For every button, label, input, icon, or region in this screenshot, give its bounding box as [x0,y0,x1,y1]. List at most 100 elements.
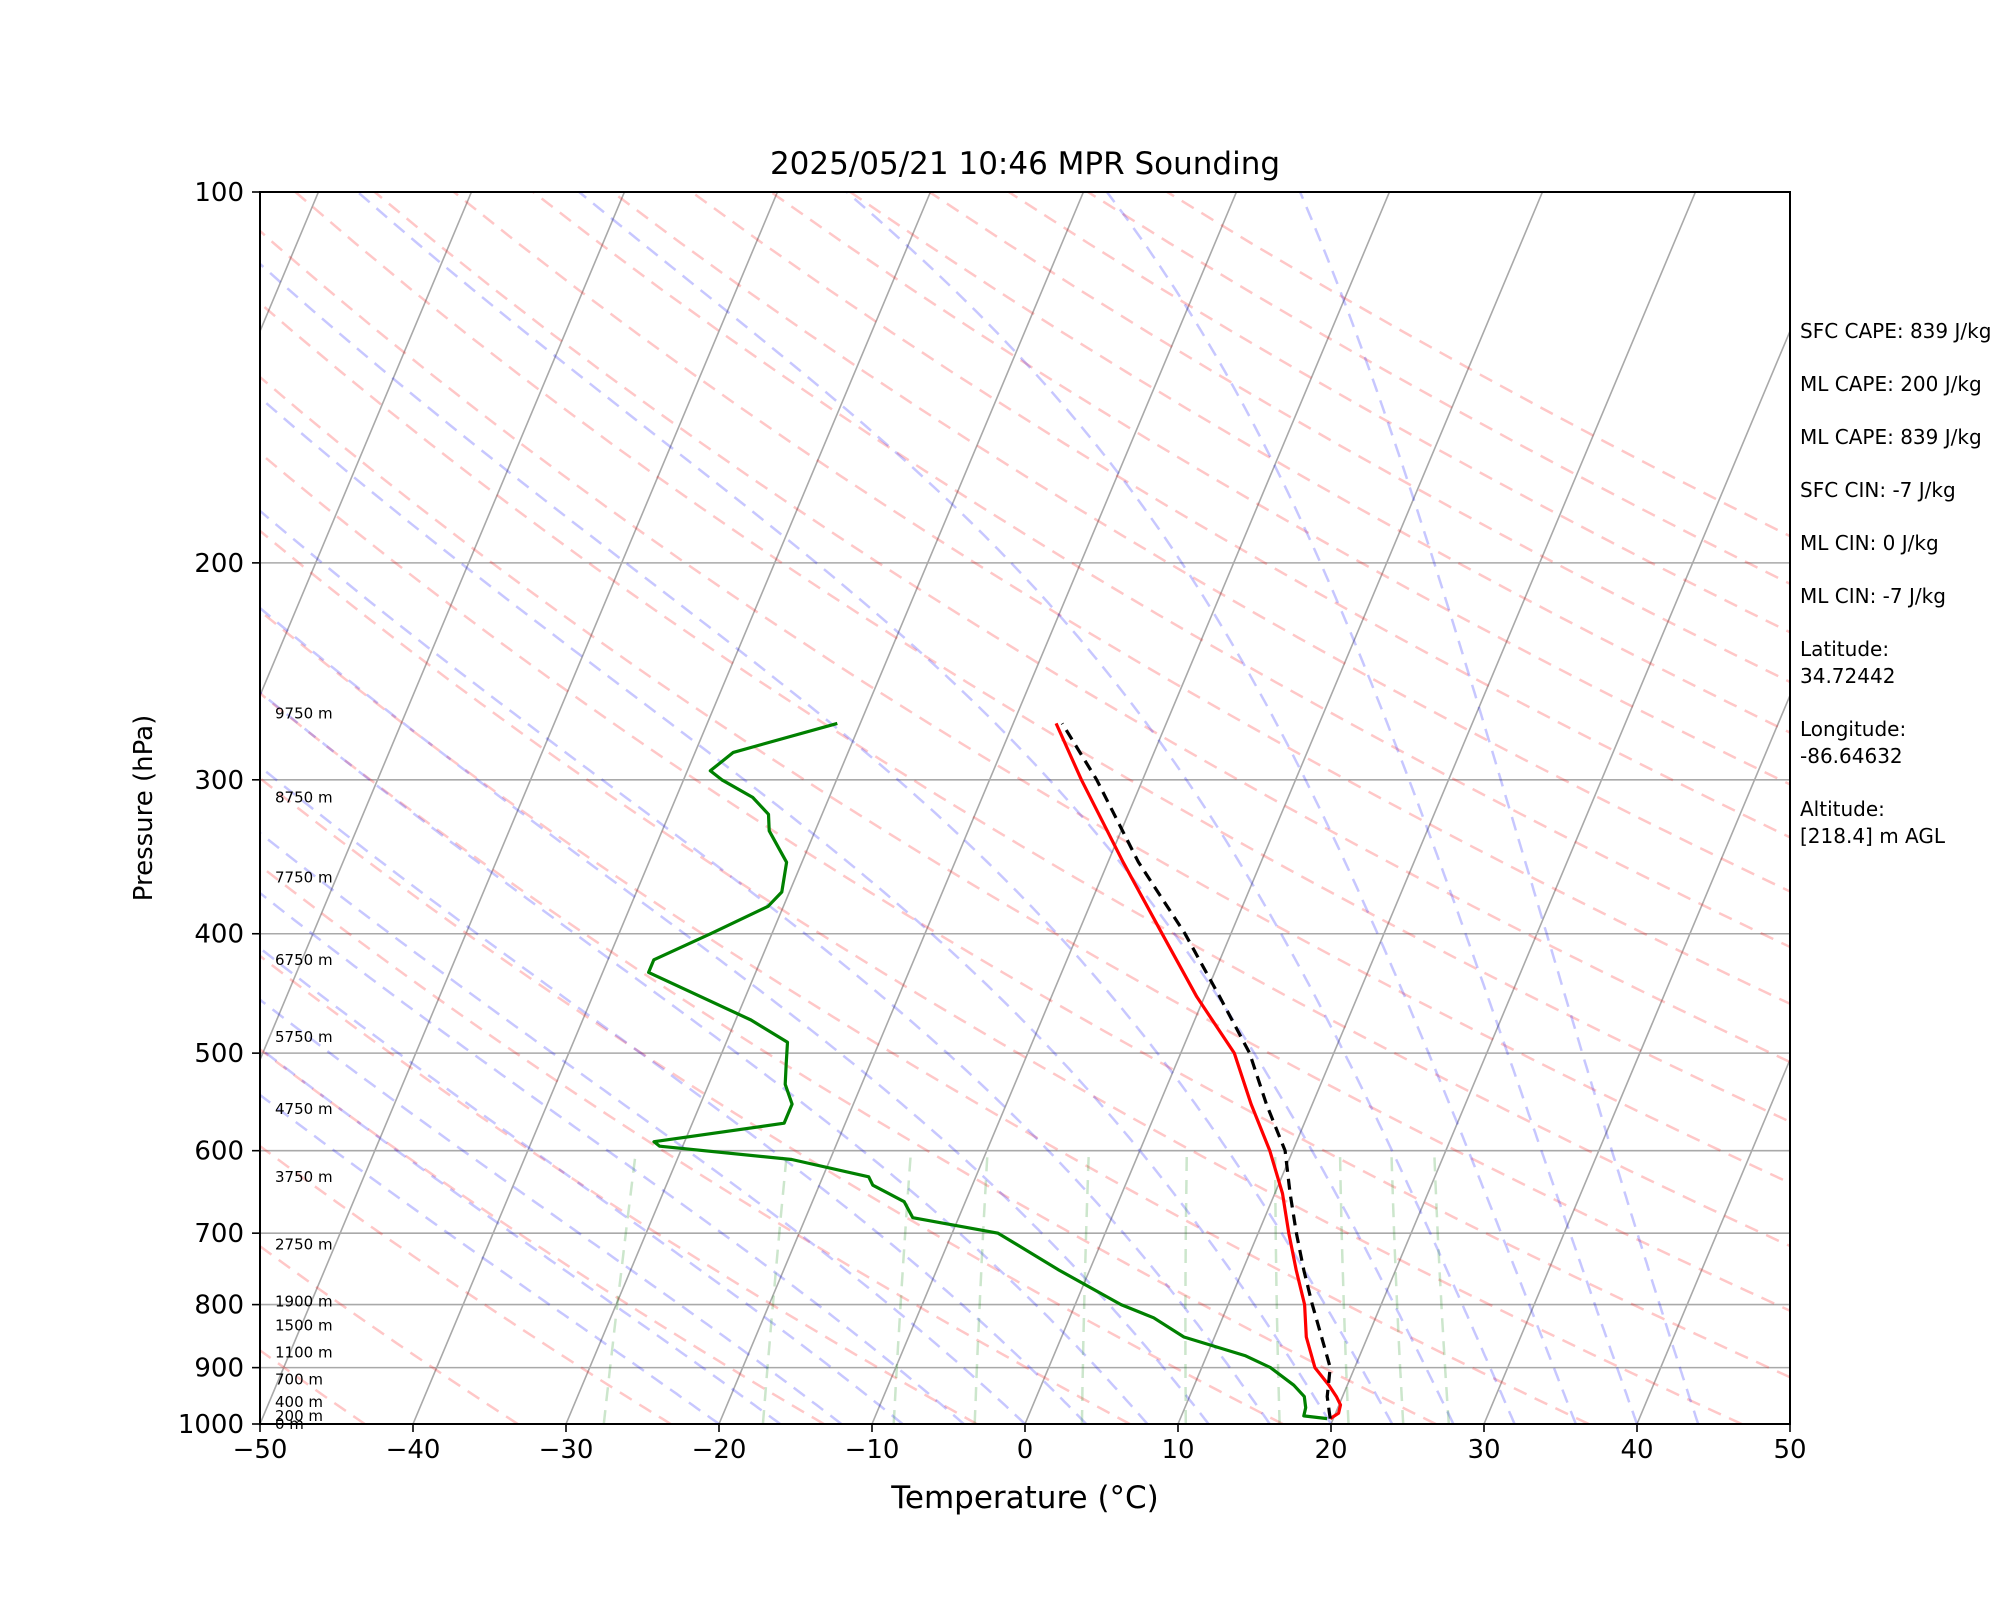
mixing-ratio-line [761,1150,789,1424]
mixing-ratio-line [1338,1150,1350,1424]
mixing-ratio-line [1273,1150,1281,1424]
moist-adiabat-line [260,831,1026,1424]
stat-entry: ML CAPE: 200 J/kg [1800,371,2000,398]
dry-adiabat-line [260,691,1437,1424]
x-tick-label: −10 [845,1435,900,1465]
stat-line: -86.64632 [1800,744,1903,768]
isotherm-line [718,192,1238,1424]
dry-adiabat-line [260,1144,672,1424]
stat-line: ML CIN: -7 J/kg [1800,584,1946,608]
y-tick-label: 700 [194,1219,244,1249]
x-tick-label: 30 [1467,1435,1500,1465]
dry-adiabat-line [260,301,1790,1248]
stat-entry: ML CAPE: 839 J/kg [1800,424,2000,451]
stat-line: Longitude: [1800,717,1907,741]
height-label: 1900 m [275,1292,333,1310]
stat-line: [218.4] m AGL [1800,824,1946,848]
isotherm-line [260,192,320,334]
y-tick-label: 900 [194,1354,244,1384]
isotherm-line [260,192,473,698]
mixing-ratio-line [602,1150,638,1424]
height-label: 3750 m [275,1168,333,1186]
dry-adiabat-line [532,192,1790,949]
stat-entry: Latitude: 34.72442 [1800,636,2000,690]
stat-entry: SFC CIN: -7 J/kg [1800,477,2000,504]
isotherm-line [0,192,12,1424]
x-tick-label: 50 [1773,1435,1806,1465]
x-tick-label: −50 [233,1435,288,1465]
y-axis-label: Pressure (hPa) [129,715,159,902]
isotherm-line [565,192,1085,1424]
dry-adiabat-line [770,192,1790,786]
moist-adiabat-line [356,192,1455,1424]
x-axis-label: Temperature (°C) [890,1480,1159,1516]
stat-line: SFC CAPE: 839 J/kg [1800,319,1992,343]
dry-adiabat-line [260,229,1790,1185]
isotherm-line [1024,192,1544,1424]
moist-adiabat-line [260,395,1333,1424]
stat-entry: SFC CAPE: 839 J/kg [1800,318,2000,345]
y-tick-label: 800 [194,1291,244,1321]
isotherm-line [1483,693,1790,1424]
moist-adiabat-line [260,765,1088,1424]
dry-adiabat-line [294,192,1790,1124]
stat-entry: ML CIN: -7 J/kg [1800,583,2000,610]
moist-adiabat-line [260,606,1210,1424]
height-label: 1500 m [275,1317,333,1335]
mixing-ratio-line [973,1150,989,1424]
height-label: 2750 m [275,1236,333,1254]
stat-line: ML CAPE: 200 J/kg [1800,372,1982,396]
moist-adiabat-line [845,192,1577,1424]
moist-adiabat-line [260,1046,781,1424]
y-tick-label: 100 [194,178,244,208]
height-label: 4750 m [275,1100,333,1118]
height-label: 9750 m [275,704,333,722]
moist-adiabat-line [578,192,1516,1424]
y-tick-label: 1000 [178,1410,244,1440]
dry-adiabat-line [849,192,1790,734]
dry-adiabat-line [373,192,1790,1064]
isotherm-line [412,192,932,1424]
dewpoint-line [647,721,1328,1421]
moist-adiabat-line [260,891,965,1424]
isotherm-line [1330,329,1790,1424]
mixing-ratio-line [892,1150,913,1424]
mixing-ratio-line [1432,1150,1451,1424]
dry-adiabat-line [260,375,1790,1313]
x-tick-label: −20 [692,1435,747,1465]
height-label: 700 m [275,1370,323,1388]
moist-adiabat-line [260,946,904,1424]
stat-line: SFC CIN: -7 J/kg [1800,478,1956,502]
moist-adiabat-line [260,998,843,1424]
dry-adiabat-line [453,192,1790,1006]
stat-entry: Altitude: [218.4] m AGL [1800,796,2000,850]
dry-adiabat-line [690,192,1790,839]
dry-adiabat-line [260,954,978,1424]
height-label: 200 m [275,1407,323,1425]
isotherm-line [260,192,779,1424]
x-tick-label: 40 [1620,1435,1653,1465]
temperature-line [1054,722,1343,1420]
chart-title: 2025/05/21 10:46 MPR Sounding [770,146,1280,182]
x-tick-label: −30 [539,1435,594,1465]
stat-line: Altitude: [1800,797,1885,821]
height-label: 1100 m [275,1344,333,1362]
dry-adiabat-line [260,776,1284,1424]
mixing-ratio-line [1390,1150,1405,1424]
dry-adiabat-line [611,192,1790,893]
mixing-ratio-line [1184,1150,1189,1424]
isotherm-line [1177,192,1697,1424]
stat-line: Latitude: [1800,637,1890,661]
isotherm-line [1636,1057,1790,1424]
dry-adiabat-line [260,864,1131,1424]
height-label: 7750 m [275,868,333,886]
height-label: 6750 m [275,951,333,969]
dry-adiabat-line [260,1244,519,1424]
stat-line: ML CAPE: 839 J/kg [1800,425,1982,449]
background-lines [0,192,1790,1424]
stat-entry: Longitude: -86.64632 [1800,716,2000,770]
moist-adiabat-line [260,262,1394,1424]
stat-line: ML CIN: 0 J/kg [1800,531,1939,555]
